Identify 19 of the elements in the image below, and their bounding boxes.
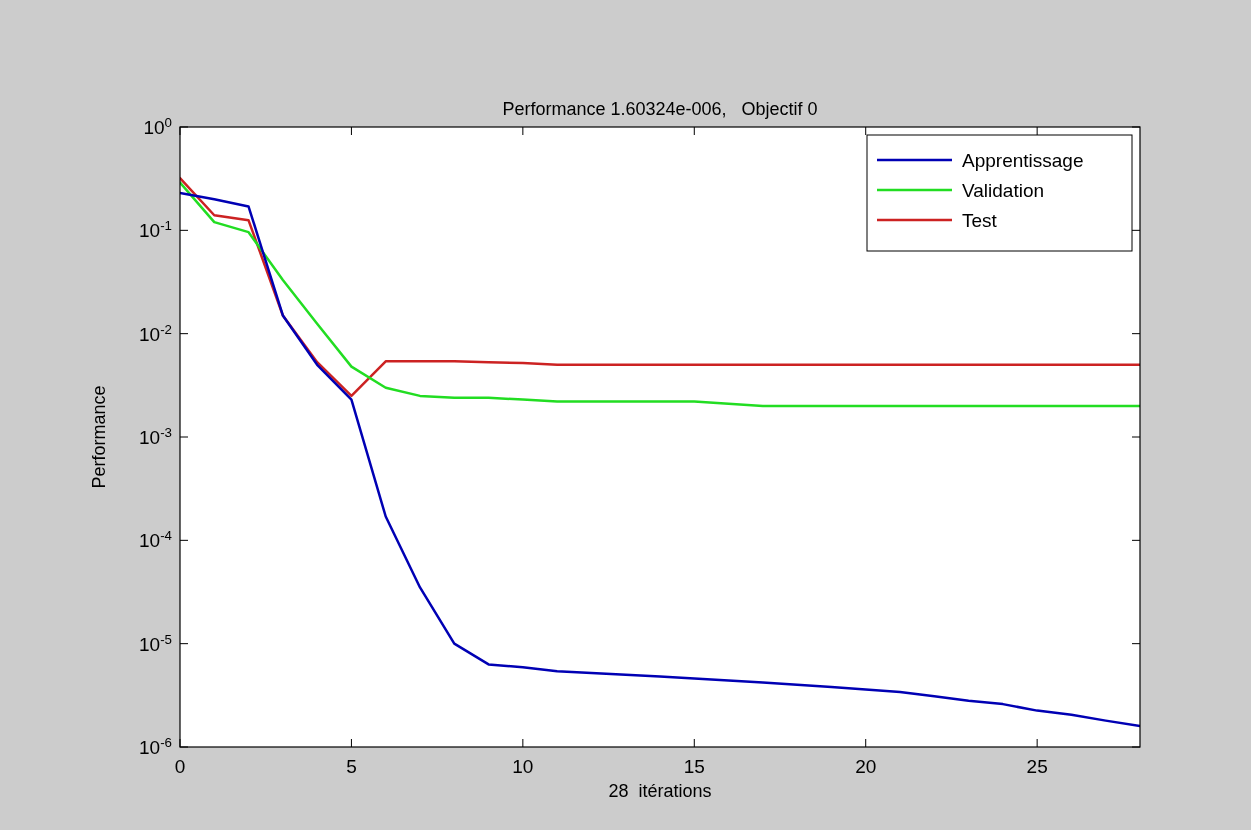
x-tick-label: 10 <box>512 756 534 777</box>
y-tick-label: 10$^{-6}$ <box>139 734 172 758</box>
y-tick-label: 10$^{-3}$ <box>139 424 172 448</box>
x-tick-label: 20 <box>855 756 877 777</box>
y-tick-label: 10$^{0}$ <box>143 114 172 138</box>
y-tick-label: 10$^{-2}$ <box>139 321 172 345</box>
legend-label: Test <box>962 210 998 231</box>
x-tick-label: 25 <box>1026 756 1048 777</box>
legend-label: Validation <box>962 180 1045 201</box>
y-tick-label: 10$^{-1}$ <box>139 217 172 242</box>
x-axis-title: 28 itérations <box>608 781 712 801</box>
chart-title: Performance 1.60324e-006, Objectif 0 <box>502 99 818 119</box>
x-tick-label: 5 <box>346 756 357 777</box>
legend-label: Apprentissage <box>962 150 1084 171</box>
x-tick-label: 0 <box>174 756 186 777</box>
y-tick-label: 10$^{-5}$ <box>139 631 172 655</box>
y-tick-label: 10$^{-4}$ <box>139 527 172 552</box>
y-axis-title: Performance <box>89 385 109 489</box>
x-tick-label: 15 <box>683 756 705 777</box>
